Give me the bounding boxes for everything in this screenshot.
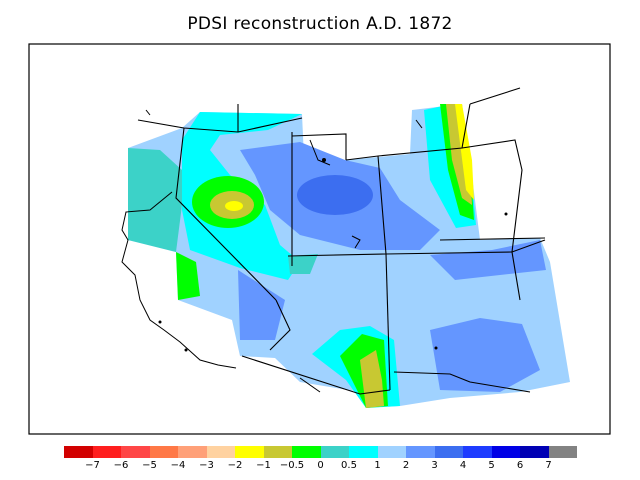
legend-swatch-6 — [235, 446, 264, 458]
field-green-wedge — [176, 252, 200, 300]
legend-tick-label: 0 — [317, 460, 324, 471]
legend-tick-label: −1 — [256, 460, 271, 471]
legend-swatch-11 — [377, 446, 406, 458]
field-teal-west — [128, 148, 182, 252]
legend-swatch-14 — [463, 446, 492, 458]
legend-swatch-17 — [548, 446, 577, 458]
legend-swatch-5 — [206, 446, 235, 458]
coast-islands — [158, 158, 508, 352]
field-blue-core — [297, 175, 373, 215]
legend-tick-label: −0.5 — [279, 460, 305, 471]
legend-swatch-8 — [292, 446, 321, 458]
legend-swatch-4 — [178, 446, 207, 458]
legend-tick-label: −4 — [170, 460, 186, 471]
pdsi-legend-ticks: −7 −6 −5 −4 −3 −2 −1 −0.5 0 0.5 1 2 3 4 5 6 7 — [64, 460, 577, 474]
field-teal-az — [288, 254, 318, 274]
legend-swatch-9 — [320, 446, 349, 458]
legend-swatch-1 — [92, 446, 121, 458]
legend-tick-label: 6 — [516, 460, 524, 471]
legend-tick-label: 2 — [402, 460, 410, 471]
legend-tick-label: 1 — [374, 460, 381, 471]
legend-tick-label: −2 — [227, 460, 243, 471]
map-frame — [28, 43, 611, 435]
state-borders — [137, 87, 546, 395]
legend-tick-label: 7 — [545, 460, 552, 471]
legend-tick-label: −6 — [113, 460, 129, 471]
legend-swatch-2 — [121, 446, 150, 458]
legend-swatch-3 — [149, 446, 178, 458]
legend-tick-label: 4 — [459, 460, 467, 471]
legend-swatch-13 — [434, 446, 463, 458]
legend-tick-label: −5 — [142, 460, 157, 471]
field-yellow-nevada — [225, 201, 243, 211]
legend-tick-label: 0.5 — [341, 460, 357, 471]
pdsi-field — [128, 104, 570, 408]
legend-tick-label: 3 — [431, 460, 438, 471]
legend-swatch-7 — [263, 446, 292, 458]
pdsi-legend — [64, 446, 577, 458]
legend-swatch-12 — [406, 446, 435, 458]
legend-tick-label: −3 — [199, 460, 214, 471]
field-blue-newmexico — [430, 318, 540, 392]
legend-swatch-15 — [491, 446, 520, 458]
map-title: PDSI reconstruction A.D. 1872 — [187, 14, 453, 34]
coastline — [121, 109, 423, 393]
legend-swatch-0 — [64, 446, 93, 458]
field-blue-southwest — [238, 270, 285, 340]
legend-tick-label: −7 — [85, 460, 100, 471]
legend-swatch-16 — [520, 446, 549, 458]
field-yellow-plains — [455, 104, 474, 200]
legend-swatch-10 — [349, 446, 378, 458]
legend-tick-label: 5 — [488, 460, 495, 471]
